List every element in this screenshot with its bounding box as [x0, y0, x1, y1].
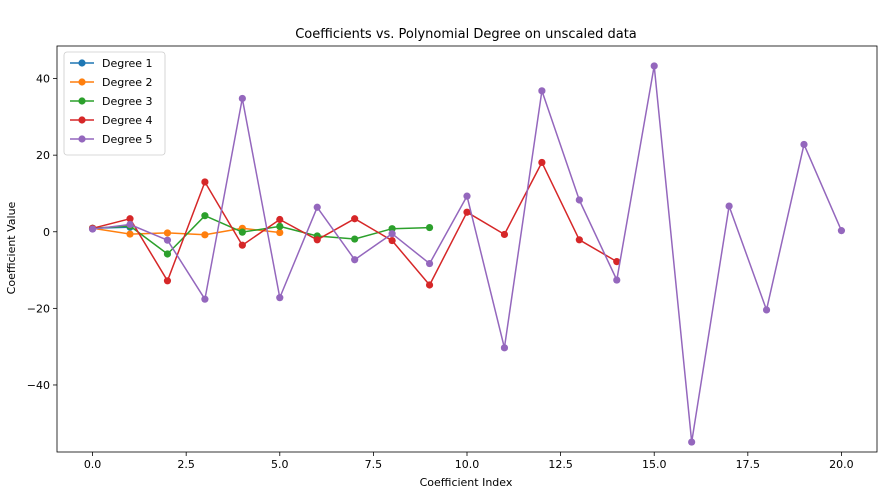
legend-label: Degree 5	[102, 133, 153, 146]
data-point	[276, 222, 284, 231]
legend-swatch-marker	[78, 116, 86, 124]
y-tick-label: −40	[27, 379, 50, 392]
data-point	[575, 236, 583, 244]
data-point	[425, 259, 434, 268]
data-point	[126, 230, 134, 238]
x-axis-title: Coefficient Index	[420, 476, 513, 489]
data-point	[238, 94, 246, 103]
data-point	[163, 250, 172, 258]
legend: Degree 1 Degree 2 Degree 3 Degree 4 Degree 5	[63, 51, 166, 156]
data-point	[126, 215, 134, 223]
data-point	[837, 227, 846, 235]
data-point	[800, 140, 808, 149]
data-point	[500, 230, 509, 239]
data-point	[762, 306, 771, 314]
data-point	[688, 438, 696, 446]
y-tick-label: 20	[36, 149, 50, 162]
data-point	[613, 276, 621, 284]
data-point	[313, 203, 321, 211]
data-point	[201, 231, 209, 239]
legend-label: Degree 2	[102, 76, 153, 89]
series-5	[88, 62, 846, 446]
x-tick-label: 7.5	[365, 458, 383, 471]
y-tick-label: 0	[43, 226, 50, 239]
legend-swatch-marker	[78, 78, 86, 86]
x-tick-label: 5.0	[271, 458, 289, 471]
legend-item: Degree 4	[70, 114, 153, 127]
data-point	[201, 212, 209, 220]
chart-title: Coefficients vs. Polynomial Degree on un…	[295, 27, 637, 42]
data-point	[388, 236, 396, 245]
y-axis: −40 −20 0 20 40	[27, 73, 57, 392]
data-point	[351, 215, 359, 223]
y-tick-label: −20	[27, 302, 50, 315]
y-tick-label: 40	[36, 73, 50, 86]
data-point	[613, 258, 621, 266]
legend-label: Degree 1	[102, 57, 153, 70]
data-point	[463, 208, 471, 216]
legend-label: Degree 4	[102, 114, 153, 127]
data-point	[538, 158, 546, 167]
legend-item: Degree 3	[70, 95, 153, 108]
data-point	[126, 220, 134, 229]
data-point	[163, 229, 172, 237]
data-point	[351, 256, 359, 264]
data-point	[725, 202, 733, 210]
data-point	[276, 228, 284, 237]
series-layer	[88, 62, 846, 446]
data-point	[201, 178, 209, 186]
data-point	[276, 215, 284, 224]
x-tick-label: 0.0	[84, 458, 102, 471]
data-point	[238, 241, 246, 249]
data-point	[650, 62, 658, 70]
legend-swatch-marker	[78, 59, 86, 67]
data-point	[88, 225, 97, 233]
data-point	[463, 192, 471, 200]
data-point	[163, 277, 172, 285]
y-axis-title: Coefficient Value	[5, 201, 18, 294]
legend-item: Degree 2	[70, 76, 153, 89]
x-axis: 0.0 2.5 5.0 7.5 10.0 12.5 15.0 17.5 20.0	[84, 452, 854, 471]
x-tick-label: 15.0	[642, 458, 667, 471]
data-point	[575, 196, 583, 204]
data-point	[313, 236, 321, 244]
data-point	[163, 236, 172, 244]
data-point	[276, 294, 284, 302]
data-point	[388, 230, 396, 238]
data-point	[500, 344, 509, 352]
x-tick-label: 12.5	[548, 458, 573, 471]
legend-swatch-marker	[78, 135, 86, 143]
x-tick-label: 17.5	[736, 458, 761, 471]
series-line	[92, 214, 430, 255]
legend-item: Degree 5	[70, 133, 153, 146]
data-point	[238, 228, 246, 236]
data-point	[201, 295, 209, 303]
data-point	[351, 235, 359, 243]
legend-item: Degree 1	[70, 57, 153, 70]
legend-swatch-marker	[78, 97, 86, 105]
data-point	[388, 225, 396, 233]
legend-label: Degree 3	[102, 95, 153, 108]
data-point	[538, 87, 546, 95]
x-tick-label: 20.0	[829, 458, 854, 471]
legend-box	[63, 51, 166, 156]
x-tick-label: 10.0	[455, 458, 480, 471]
data-point	[425, 281, 434, 289]
x-tick-label: 2.5	[177, 458, 195, 471]
data-point	[425, 223, 434, 232]
